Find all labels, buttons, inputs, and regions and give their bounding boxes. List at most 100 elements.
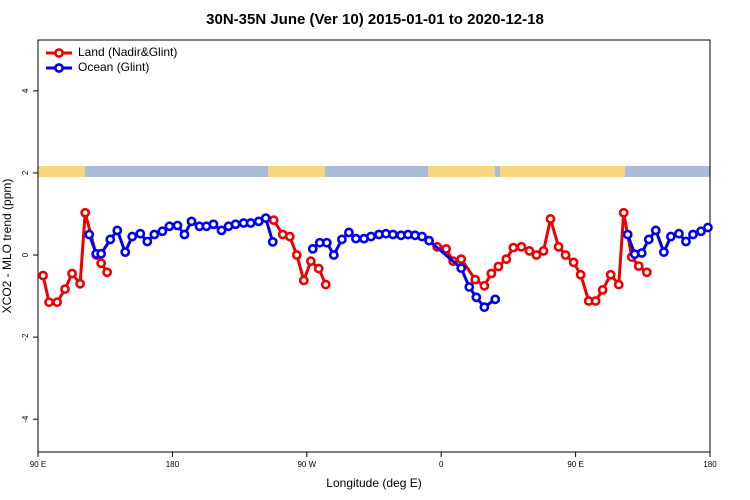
- data-point: [633, 261, 644, 272]
- legend-marker: [54, 48, 64, 58]
- data-point: [321, 237, 332, 248]
- data-point: [268, 215, 279, 226]
- data-point: [127, 231, 138, 242]
- x-tick-label: 180: [703, 460, 717, 469]
- data-point: [479, 280, 490, 291]
- data-point: [568, 257, 579, 268]
- data-point: [456, 263, 467, 274]
- data-point: [230, 219, 241, 230]
- data-point: [613, 279, 624, 290]
- data-point: [284, 231, 295, 242]
- data-point: [179, 229, 190, 240]
- data-point: [553, 241, 564, 252]
- data-point: [531, 250, 542, 260]
- data-point: [508, 242, 519, 253]
- data-point: [75, 278, 86, 289]
- data-point: [351, 233, 361, 244]
- chart-title: 30N-35N June (Ver 10) 2015-01-01 to 2020…: [206, 11, 544, 28]
- data-point: [307, 243, 318, 254]
- y-tick-label: 0: [21, 252, 30, 257]
- data-point: [560, 250, 571, 260]
- data-point: [490, 294, 501, 305]
- legend-marker: [54, 63, 64, 73]
- x-tick-label: 90 E: [567, 460, 583, 469]
- series-line: [41, 212, 648, 304]
- x-tick-label: 90 W: [297, 460, 316, 469]
- data-point: [597, 285, 608, 295]
- y-tick-label: -2: [21, 333, 30, 341]
- data-point: [298, 275, 309, 286]
- data-point: [267, 236, 278, 247]
- data-point: [320, 279, 331, 290]
- data-point: [336, 234, 347, 245]
- data-point: [464, 282, 475, 292]
- data-point: [102, 267, 113, 278]
- data-point: [186, 216, 197, 227]
- data-point: [84, 229, 95, 240]
- data-point: [112, 225, 123, 236]
- data-point: [636, 248, 647, 258]
- data-point: [524, 246, 535, 256]
- data-point: [245, 218, 256, 228]
- data-point: [172, 220, 183, 231]
- data-point: [417, 231, 427, 242]
- data-point: [388, 229, 398, 240]
- data-point: [67, 268, 77, 279]
- data-point: [696, 226, 706, 237]
- data-point: [688, 229, 698, 240]
- data-point: [157, 226, 168, 237]
- data-point: [313, 263, 324, 274]
- legend-label: Ocean (Glint): [78, 60, 149, 74]
- x-tick-label: 0: [439, 460, 444, 469]
- data-point: [52, 297, 63, 308]
- data-point: [291, 250, 302, 260]
- data-point: [105, 234, 116, 245]
- y-tick-label: -4: [21, 415, 30, 423]
- data-point: [260, 213, 271, 223]
- data-point: [486, 268, 497, 279]
- data-point: [575, 269, 586, 280]
- y-tick-label: 2: [21, 170, 30, 175]
- data-point: [650, 225, 661, 236]
- data-point: [641, 267, 652, 278]
- data-point: [60, 284, 70, 294]
- data-point: [665, 231, 676, 242]
- data-point: [516, 241, 527, 252]
- data-point: [545, 214, 556, 224]
- data-point: [441, 243, 452, 254]
- x-tick-label: 90 E: [30, 460, 46, 469]
- data-point: [328, 250, 339, 260]
- land-mask-strip: [38, 166, 710, 177]
- data-point: [424, 235, 435, 246]
- plot-frame: [37, 39, 711, 453]
- data-point: [658, 247, 669, 258]
- data-point: [135, 228, 146, 239]
- x-tick-label: 180: [166, 460, 180, 469]
- data-point: [216, 225, 227, 236]
- data-point: [149, 229, 160, 240]
- data-point: [366, 231, 376, 242]
- data-point: [80, 207, 91, 218]
- data-point: [164, 221, 175, 232]
- data-point: [674, 228, 684, 239]
- data-point: [142, 236, 153, 247]
- data-point: [703, 222, 713, 233]
- y-axis-title: XCO2 - MLO trend (ppm): [0, 179, 14, 314]
- data-point: [681, 236, 691, 247]
- data-point: [643, 234, 654, 245]
- data-point: [305, 256, 316, 267]
- data-point: [479, 302, 490, 313]
- data-point: [344, 227, 354, 238]
- data-point: [38, 270, 48, 281]
- data-point: [120, 247, 131, 258]
- data-point: [470, 274, 481, 285]
- data-point: [471, 292, 482, 303]
- data-point: [96, 248, 107, 259]
- x-axis-title: Longitude (deg E): [326, 476, 421, 490]
- data-point: [605, 269, 616, 280]
- data-point: [501, 254, 512, 265]
- legend-label: Land (Nadir&Glint): [78, 45, 177, 59]
- data-point: [622, 229, 633, 240]
- data-point: [618, 207, 629, 218]
